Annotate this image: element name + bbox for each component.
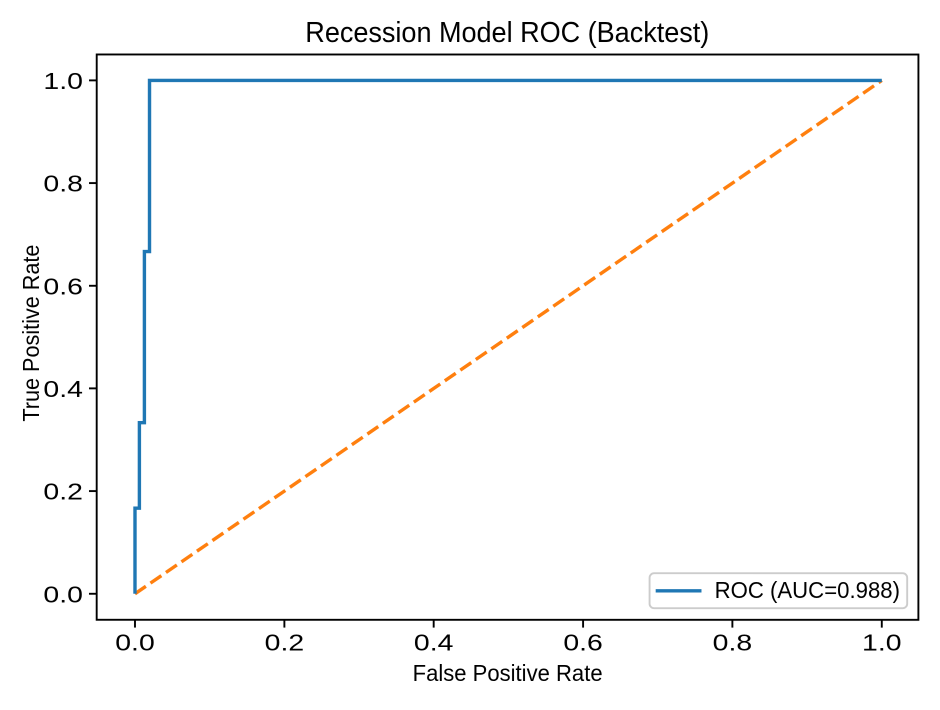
svg-text:1.0: 1.0 (43, 68, 83, 94)
svg-text:0.6: 0.6 (563, 630, 603, 656)
svg-text:Recession Model ROC (Backtest): Recession Model ROC (Backtest) (305, 17, 709, 49)
svg-text:0.4: 0.4 (43, 376, 83, 402)
svg-text:0.0: 0.0 (43, 581, 83, 607)
svg-text:0.2: 0.2 (43, 479, 83, 505)
svg-text:0.2: 0.2 (265, 630, 305, 656)
svg-text:0.0: 0.0 (115, 630, 155, 656)
svg-text:0.8: 0.8 (43, 171, 83, 197)
svg-text:0.4: 0.4 (414, 630, 454, 656)
svg-text:True Positive Rate: True Positive Rate (18, 245, 44, 422)
svg-text:False Positive Rate: False Positive Rate (413, 660, 603, 686)
svg-text:ROC (AUC=0.988): ROC (AUC=0.988) (715, 577, 900, 603)
svg-text:1.0: 1.0 (862, 630, 902, 656)
svg-text:0.8: 0.8 (713, 630, 753, 656)
svg-text:0.6: 0.6 (43, 273, 83, 299)
